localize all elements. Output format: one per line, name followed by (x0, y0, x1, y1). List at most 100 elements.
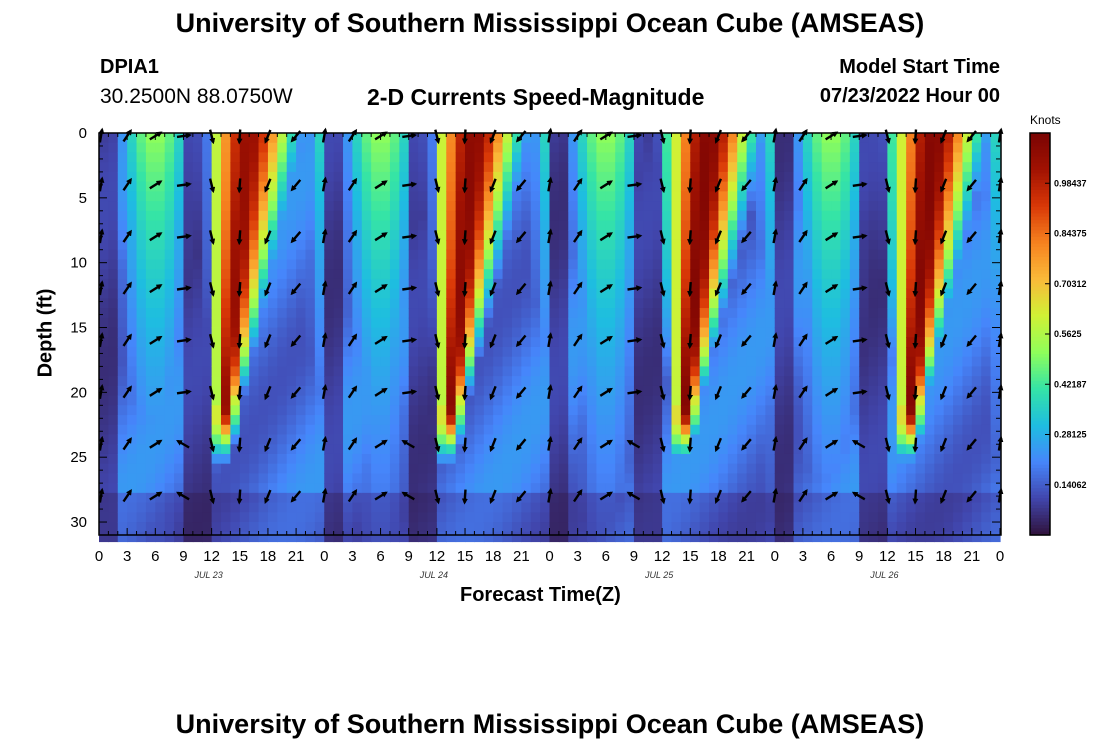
heat-cell (934, 531, 945, 543)
heat-cell (765, 356, 776, 368)
heat-cell (211, 210, 222, 222)
current-arrow (798, 229, 808, 243)
heat-cell (906, 463, 917, 475)
heat-cell (436, 473, 447, 484)
heat-cell (587, 492, 598, 504)
heat-cell (831, 327, 842, 338)
heat-cell (145, 230, 156, 241)
colorbar-step (1030, 179, 1050, 184)
heat-cell (962, 405, 973, 416)
heat-cell (849, 346, 860, 358)
heat-cell (924, 473, 935, 484)
heat-cell (943, 171, 954, 183)
heat-cell (971, 463, 982, 475)
model-start-value: 07/23/2022 Hour 00 (819, 85, 1000, 107)
heat-cell (211, 424, 222, 436)
heat-cell (624, 327, 635, 338)
heat-cell (924, 181, 935, 192)
heat-cell (493, 171, 504, 183)
heat-cell (474, 434, 485, 445)
heat-cell (558, 356, 569, 368)
heat-cell (183, 201, 194, 212)
current-arrow (741, 282, 752, 296)
heat-cell (174, 346, 185, 358)
heat-cell (145, 249, 156, 261)
heat-cell (605, 191, 616, 202)
heat-cell (784, 191, 795, 202)
heat-cell (371, 191, 382, 202)
heat-cell (174, 259, 185, 270)
heat-cell (343, 288, 354, 299)
heat-cell (427, 220, 438, 231)
heat-cell (568, 249, 579, 261)
heat-cell (258, 376, 269, 387)
heat-cell (859, 327, 870, 338)
heat-cell (652, 492, 663, 504)
current-arrow (515, 282, 527, 296)
heat-cell (117, 171, 128, 183)
heat-cell (577, 181, 588, 192)
heat-cell (652, 531, 663, 543)
heat-cell (924, 434, 935, 445)
colorbar-step (1030, 287, 1050, 292)
heat-cell (934, 434, 945, 445)
heat-cell (971, 181, 982, 192)
heat-cell (652, 162, 663, 173)
heat-cell (793, 201, 804, 212)
heat-cell (690, 473, 701, 484)
heat-cell (549, 366, 560, 377)
current-arrow (714, 282, 723, 297)
heat-cell (324, 327, 335, 338)
heat-cell (511, 249, 522, 261)
heat-cell (136, 239, 147, 251)
heat-cell (802, 162, 813, 173)
heat-cell (399, 444, 410, 455)
heat-cell (465, 522, 476, 533)
heat-cell (380, 483, 391, 494)
heat-cell (305, 142, 316, 154)
heat-cell (117, 239, 128, 251)
heat-cell (774, 181, 785, 192)
current-arrow (515, 438, 527, 451)
heat-cell (821, 142, 832, 154)
heat-cell (896, 230, 907, 241)
heat-cell (765, 142, 776, 154)
heat-cell (361, 492, 372, 504)
heat-cell (352, 181, 363, 192)
heat-cell (99, 239, 109, 251)
colorbar-step (1030, 360, 1050, 365)
heat-cell (530, 269, 541, 280)
heat-cell (380, 210, 391, 222)
heat-cell (389, 453, 400, 465)
heat-cell (943, 317, 954, 329)
current-arrow (852, 233, 868, 240)
heat-cell (511, 473, 522, 484)
heat-cell (427, 230, 438, 241)
heat-cell (202, 483, 213, 494)
heat-cell (493, 201, 504, 212)
heat-cell (652, 502, 663, 513)
current-arrow (290, 282, 302, 296)
current-arrow (122, 489, 132, 503)
heat-cell (183, 308, 194, 319)
heat-cell (652, 308, 663, 319)
heat-cell (427, 502, 438, 513)
heat-cell (755, 152, 766, 163)
heat-cell (868, 162, 879, 173)
heat-cell (117, 376, 128, 387)
heat-cell (145, 346, 156, 358)
heat-cell (981, 249, 992, 261)
heat-cell (108, 502, 119, 513)
heat-cell (361, 395, 372, 406)
heat-cell (962, 259, 973, 270)
heat-cell (521, 434, 532, 445)
heat-cell (906, 434, 917, 445)
heat-cell (990, 278, 1001, 290)
heat-cell (380, 133, 391, 144)
heat-cell (333, 230, 344, 241)
heat-cell (502, 249, 513, 261)
heat-cell (981, 133, 992, 144)
heat-cell (230, 298, 241, 309)
heat-cell (127, 415, 138, 426)
heat-cell (718, 181, 729, 192)
